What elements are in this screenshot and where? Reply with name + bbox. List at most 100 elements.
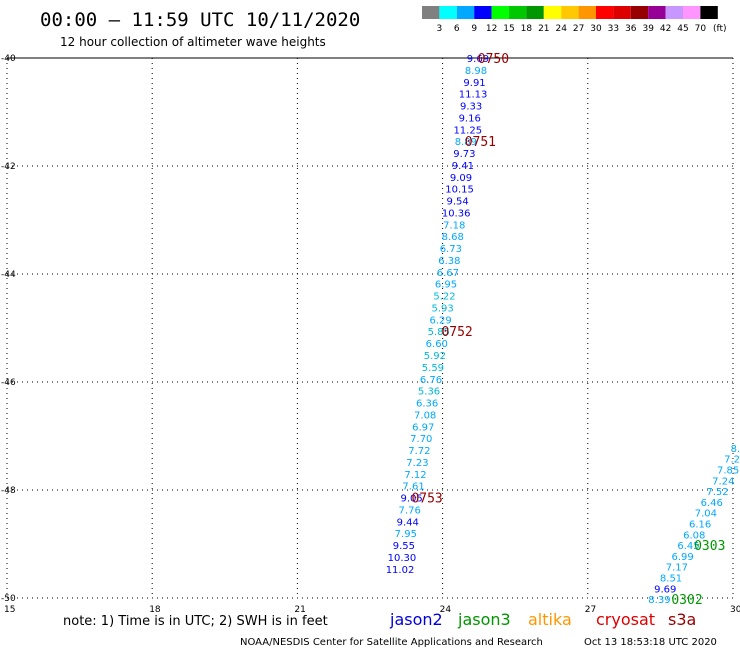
swh-value-label: 9.44 [397, 517, 419, 528]
legend-swatch [648, 6, 666, 19]
satellite-jason3: jason3 [457, 610, 511, 629]
swh-value-label: 7.23 [406, 458, 428, 469]
swh-value-label: 5.59 [422, 363, 444, 374]
swh-value-label: 7.18 [443, 220, 465, 231]
swh-value-label: 10.36 [442, 208, 471, 219]
legend-tick-label: 6 [454, 24, 460, 34]
swh-value-label: 7.95 [395, 529, 417, 540]
satellite-s3a: s3a [668, 610, 696, 629]
satellite-altika: altika [528, 610, 572, 629]
pass-time-label: 0302 [671, 593, 702, 608]
credit-text: NOAA/NESDIS Center for Satellite Applica… [240, 637, 543, 648]
swh-value-label: 7.85 [717, 465, 739, 476]
swh-value-label: 5.36 [418, 387, 440, 398]
swh-value-label: 6.73 [440, 244, 462, 255]
swh-value-label: 6.67 [437, 268, 459, 279]
legend-tick-label: 70 [695, 24, 707, 34]
legend-swatch [543, 6, 562, 19]
swh-value-label: 11.02 [386, 565, 415, 576]
swh-value-label: 6.45 [677, 541, 699, 552]
legend-swatch [596, 6, 614, 19]
legend-tick-label: 39 [642, 24, 654, 34]
swh-value-label: 6.36 [416, 399, 438, 410]
legend-tick-label: 21 [538, 24, 549, 34]
y-tick-label: -48 [1, 486, 16, 496]
swh-value-label: 7.08 [414, 410, 436, 421]
generated-timestamp: Oct 13 18:53:18 UTC 2020 [584, 637, 717, 648]
swh-value-label: 7.2 [724, 455, 740, 466]
swh-value-label: 7.12 [404, 470, 426, 481]
swh-value-label: 7.70 [410, 434, 432, 445]
legend-swatch [630, 6, 649, 19]
legend-tick-label: 24 [555, 24, 567, 34]
swh-value-label: 9.33 [460, 102, 482, 113]
legend-swatch [456, 6, 475, 19]
x-tick-label: 30 [730, 605, 740, 615]
swh-value-label: 11.13 [459, 90, 488, 101]
swh-value-label: 9.69 [467, 54, 489, 65]
swh-value-label: 5.22 [433, 292, 455, 303]
swh-value-label: 8. [731, 444, 740, 455]
legend-tick-label: 33 [608, 24, 619, 34]
satellite-jason2: jason2 [389, 610, 443, 629]
pass-time-label: 0303 [694, 539, 725, 554]
y-tick-label: -46 [1, 378, 16, 388]
swh-value-label: 9.54 [446, 197, 468, 208]
x-tick-label: 15 [4, 605, 15, 615]
legend-swatch [561, 6, 579, 19]
swh-value-label: 9.91 [463, 78, 485, 89]
swh-value-label: 6.76 [420, 375, 442, 386]
legend-tick-label: 42 [660, 24, 671, 34]
legend-swatch [422, 6, 440, 19]
legend-swatch [613, 6, 631, 19]
swh-value-label: 6.95 [435, 280, 457, 291]
swh-value-label: 8.51 [660, 573, 682, 584]
swh-value-label: 8.39 [648, 595, 670, 606]
x-tick-label: 24 [440, 605, 452, 615]
swh-value-label: 6.29 [430, 315, 452, 326]
legend-swatch [526, 6, 544, 19]
legend-tick-label: 45 [677, 24, 688, 34]
legend-tick-label: 15 [503, 24, 514, 34]
legend-unit: (ft) [713, 24, 727, 34]
legend-tick-label: 18 [521, 24, 533, 34]
swh-value-label: 8.68 [442, 232, 464, 243]
legend-swatch [683, 6, 701, 19]
swh-value-label: 11.25 [453, 125, 482, 136]
chart-title: 00:00 – 11:59 UTC 10/11/2020 [40, 9, 360, 31]
legend-tick-label: 27 [573, 24, 584, 34]
swh-value-label: 5.92 [424, 351, 446, 362]
swh-value-label: 5.93 [431, 303, 453, 314]
swh-value-label: 10.30 [388, 553, 417, 564]
swh-value-label: 8.89 [455, 137, 477, 148]
swh-value-label: 7.72 [408, 446, 430, 457]
swh-value-label: 6.16 [689, 519, 711, 530]
legend-tick-label: 36 [625, 24, 637, 34]
y-tick-label: -40 [1, 54, 16, 64]
legend-swatch [665, 6, 683, 19]
pass-time-label: 0753 [411, 492, 442, 507]
pass-time-label: 0752 [441, 325, 472, 340]
pass-time-label: 0751 [465, 135, 496, 150]
legend-tick-label: 3 [437, 24, 443, 34]
y-tick-label: -44 [1, 270, 16, 280]
grid-lines [6, 57, 734, 599]
legend-tick-label: 9 [471, 24, 477, 34]
x-tick-label: 27 [585, 605, 596, 615]
chart-subtitle: 12 hour collection of altimeter wave hei… [60, 35, 326, 49]
legend-tick-label: 30 [590, 24, 602, 34]
swh-value-label: 6.60 [426, 339, 448, 350]
satellite-cryosat: cryosat [596, 610, 655, 629]
swh-value-label: 7.04 [695, 509, 717, 520]
legend-tick-label: 12 [486, 24, 497, 34]
legend-swatch [491, 6, 509, 19]
swh-color-legend: 3 6 9 12 15 18 21 24 27 30 33 36 39 42 45 70 [422, 6, 718, 34]
swh-value-label: 6.46 [701, 498, 723, 509]
swh-value-label: 7.52 [706, 487, 728, 498]
swh-value-label: 9.09 [450, 173, 472, 184]
legend-swatch [439, 6, 457, 19]
x-tick-label: 21 [294, 605, 305, 615]
legend-swatch [509, 6, 527, 19]
swh-value-label: 6.38 [438, 256, 460, 267]
